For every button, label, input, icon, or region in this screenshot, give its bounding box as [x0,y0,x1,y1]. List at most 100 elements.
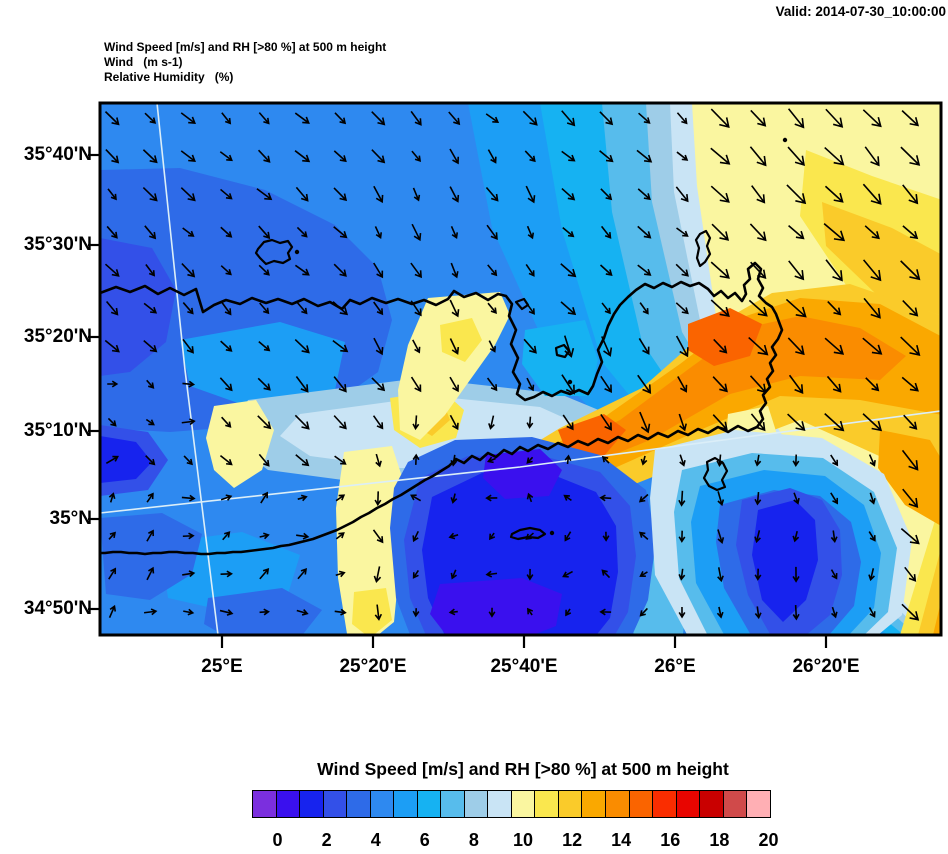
wind-arrow [713,338,728,354]
wind-arrow [825,108,844,128]
wind-arrow [599,150,614,163]
wind-arrow [411,150,422,163]
wind-arrow [335,494,346,502]
wind-arrow [902,225,919,240]
wind-arrow [639,411,651,434]
wind-arrow [824,337,845,355]
contour-region [918,548,941,635]
wind-arrow [297,494,308,502]
wind-arrow [676,151,689,161]
wind-arrow [372,529,384,544]
wind-arrow [142,187,158,202]
wind-arrow [449,148,460,165]
wind-arrow [717,529,725,544]
lat-tick-label: 35°40'N [23,144,92,165]
wind-arrow [412,339,421,354]
coastline-island [254,238,294,266]
wind-arrow [831,606,838,619]
wind-arrow [449,338,460,355]
lon-tick-label: 25°20'E [339,656,407,677]
wind-arrow [333,376,347,393]
wind-arrow [830,569,838,580]
wind-arrow [825,259,843,282]
wind-arrow [754,530,761,544]
wind-arrow [526,377,535,392]
wind-arrow [601,302,611,315]
wind-arrow [640,455,648,466]
wind-arrow [601,336,613,357]
wind-arrow [526,456,534,464]
colorbar [252,790,771,818]
wind-arrow [295,186,309,202]
wind-arrow [373,301,384,316]
lon-tick-label: 25°E [201,656,243,677]
wind-arrow [638,531,649,540]
wind-arrow [219,609,234,616]
wind-arrow [679,454,686,467]
wind-arrow [561,150,576,162]
graticule-line [156,103,219,635]
wind-arrow [180,150,196,163]
wind-arrow [869,492,876,505]
wind-arrow [488,415,495,430]
wind-arrow [334,112,347,125]
wind-arrow [639,571,648,577]
wind-arrow [485,113,500,124]
wind-arrow [257,149,271,163]
wind-arrow [146,529,154,542]
lat-tick-label: 35°N [49,508,92,529]
wind-arrow [902,299,919,317]
wind-arrow [524,150,536,163]
wind-arrow [710,185,730,203]
colorbar-cell [746,790,771,818]
colorbar-cell [252,790,277,818]
wind-arrow [333,263,347,277]
wind-arrow [526,416,534,429]
wind-arrow [335,532,345,540]
wind-arrow [561,187,576,201]
wind-arrow [793,492,800,505]
wind-arrow [371,149,386,164]
wind-arrow [600,413,612,431]
wind-arrow [258,225,271,240]
wind-arrow [599,111,614,126]
wind-arrow [675,186,689,203]
contour-region [430,578,562,635]
wind-arrow [865,377,880,392]
wind-arrow [830,530,838,544]
wind-arrow [146,492,154,503]
wind-arrow [142,149,158,164]
wind-arrow [904,566,917,582]
wind-arrow [678,490,686,507]
wind-arrow [450,226,459,240]
wind-arrow [258,112,270,125]
lat-tick-label: 35°10'N [23,420,92,441]
wind-arrow [710,299,730,318]
colorbar-cell [628,790,654,818]
wind-arrow [294,338,310,354]
colorbar-cell [510,790,536,818]
colorbar-cell [581,790,606,818]
wind-arrow [220,301,232,316]
wind-arrow [564,454,572,465]
wind-arrow [448,111,461,126]
wind-arrow [562,414,574,431]
map-frame [98,101,943,637]
wind-arrow [716,606,724,619]
wind-arrow [486,377,498,392]
wind-arrows-layer [104,108,921,621]
wind-arrow [219,454,233,466]
wind-arrow [787,337,805,356]
wind-arrow [182,570,196,578]
wind-arrow [487,149,497,164]
wind-arrow [108,492,116,503]
wind-arrow [711,223,730,241]
colorbar-tick-label: 20 [758,830,779,850]
coastline-crete [100,261,784,556]
wind-arrow [823,223,846,242]
wind-arrow [294,112,310,124]
colorbar-cell [534,790,559,818]
wind-arrow [259,608,270,616]
colorbar-cell [416,790,442,818]
wind-arrow [143,340,158,353]
